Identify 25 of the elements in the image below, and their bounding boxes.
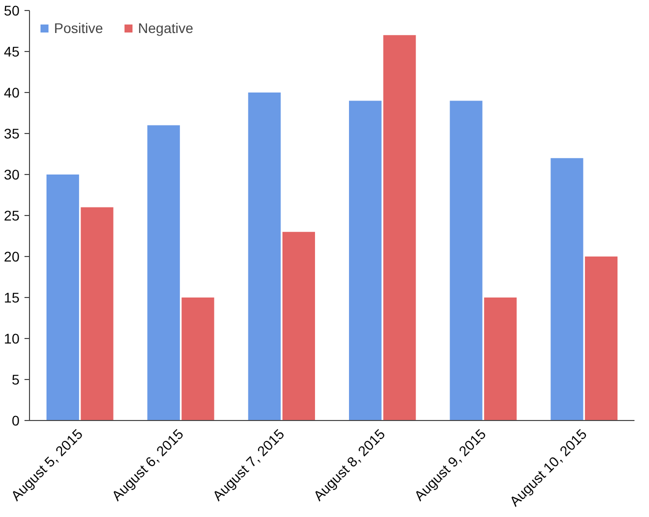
y-tick-label: 40 (4, 84, 20, 100)
y-tick-label: 45 (4, 44, 20, 60)
y-tick-label: 35 (4, 126, 20, 142)
bar (248, 92, 281, 420)
bar (80, 207, 114, 420)
bar (450, 100, 482, 420)
y-tick-label: 20 (4, 248, 20, 264)
bar (348, 100, 382, 420)
legend-label: Positive (54, 20, 104, 36)
y-tick-label: 50 (4, 2, 20, 18)
y-tick-label: 30 (4, 166, 20, 182)
bar (484, 298, 517, 420)
y-tick-label: 15 (4, 290, 20, 306)
y-tick-label: 5 (12, 372, 20, 388)
bar (550, 158, 584, 420)
bar (584, 256, 618, 420)
bar (182, 298, 214, 420)
legend-label: Negative (138, 20, 194, 36)
bar (383, 35, 416, 420)
bar (147, 125, 180, 420)
bar (46, 174, 80, 420)
bar (282, 232, 316, 420)
y-tick-label: 10 (4, 330, 20, 346)
y-tick-label: 0 (12, 412, 20, 428)
y-tick-label: 25 (4, 208, 20, 224)
